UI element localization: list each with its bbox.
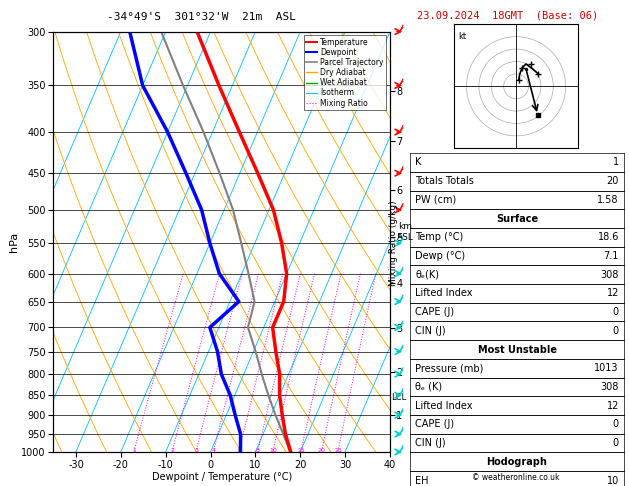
Text: 308: 308	[601, 270, 619, 280]
Text: 10: 10	[269, 448, 277, 453]
Text: 1: 1	[613, 157, 619, 168]
Text: 20: 20	[606, 176, 619, 186]
Text: 0: 0	[613, 438, 619, 448]
Text: 0: 0	[613, 419, 619, 430]
Text: Dewp (°C): Dewp (°C)	[415, 251, 465, 261]
Text: 1013: 1013	[594, 363, 619, 373]
Text: 6: 6	[237, 448, 241, 453]
Text: 0: 0	[613, 326, 619, 336]
Text: 4: 4	[211, 448, 216, 453]
Text: 8: 8	[256, 448, 260, 453]
Text: 0: 0	[613, 307, 619, 317]
Text: CIN (J): CIN (J)	[415, 326, 446, 336]
Text: 7.1: 7.1	[604, 251, 619, 261]
X-axis label: Dewpoint / Temperature (°C): Dewpoint / Temperature (°C)	[152, 472, 292, 483]
Text: 12: 12	[606, 400, 619, 411]
Text: Lifted Index: Lifted Index	[415, 400, 472, 411]
Text: K: K	[415, 157, 421, 168]
Y-axis label: hPa: hPa	[9, 232, 18, 252]
Text: 1: 1	[132, 448, 136, 453]
Text: 25: 25	[334, 448, 342, 453]
Text: 10: 10	[607, 475, 619, 486]
Text: Most Unstable: Most Unstable	[477, 345, 557, 355]
Text: Surface: Surface	[496, 213, 538, 224]
Text: PW (cm): PW (cm)	[415, 195, 457, 205]
Text: CIN (J): CIN (J)	[415, 438, 446, 448]
Text: 18.6: 18.6	[598, 232, 619, 243]
Text: -34°49'S  301°32'W  21m  ASL: -34°49'S 301°32'W 21m ASL	[107, 12, 296, 22]
Text: LCL: LCL	[391, 393, 406, 402]
Text: θₑ (K): θₑ (K)	[415, 382, 442, 392]
Text: 2: 2	[170, 448, 174, 453]
Text: 3: 3	[194, 448, 198, 453]
Text: 20: 20	[318, 448, 326, 453]
Y-axis label: km
ASL: km ASL	[397, 223, 414, 242]
Text: CAPE (J): CAPE (J)	[415, 307, 454, 317]
Text: 23.09.2024  18GMT  (Base: 06): 23.09.2024 18GMT (Base: 06)	[417, 11, 598, 21]
Text: 15: 15	[297, 448, 305, 453]
Text: CAPE (J): CAPE (J)	[415, 419, 454, 430]
Text: Hodograph: Hodograph	[487, 457, 547, 467]
Text: Pressure (mb): Pressure (mb)	[415, 363, 484, 373]
Text: 1.58: 1.58	[598, 195, 619, 205]
Text: Mixing Ratio (g/kg): Mixing Ratio (g/kg)	[389, 200, 398, 286]
Text: Totals Totals: Totals Totals	[415, 176, 474, 186]
Text: EH: EH	[415, 475, 428, 486]
Text: θₑ(K): θₑ(K)	[415, 270, 439, 280]
Text: kt: kt	[458, 32, 466, 41]
Text: Lifted Index: Lifted Index	[415, 288, 472, 298]
Legend: Temperature, Dewpoint, Parcel Trajectory, Dry Adiabat, Wet Adiabat, Isotherm, Mi: Temperature, Dewpoint, Parcel Trajectory…	[304, 35, 386, 110]
Text: 12: 12	[606, 288, 619, 298]
Text: © weatheronline.co.uk: © weatheronline.co.uk	[472, 473, 560, 482]
Text: 308: 308	[601, 382, 619, 392]
Text: Temp (°C): Temp (°C)	[415, 232, 464, 243]
